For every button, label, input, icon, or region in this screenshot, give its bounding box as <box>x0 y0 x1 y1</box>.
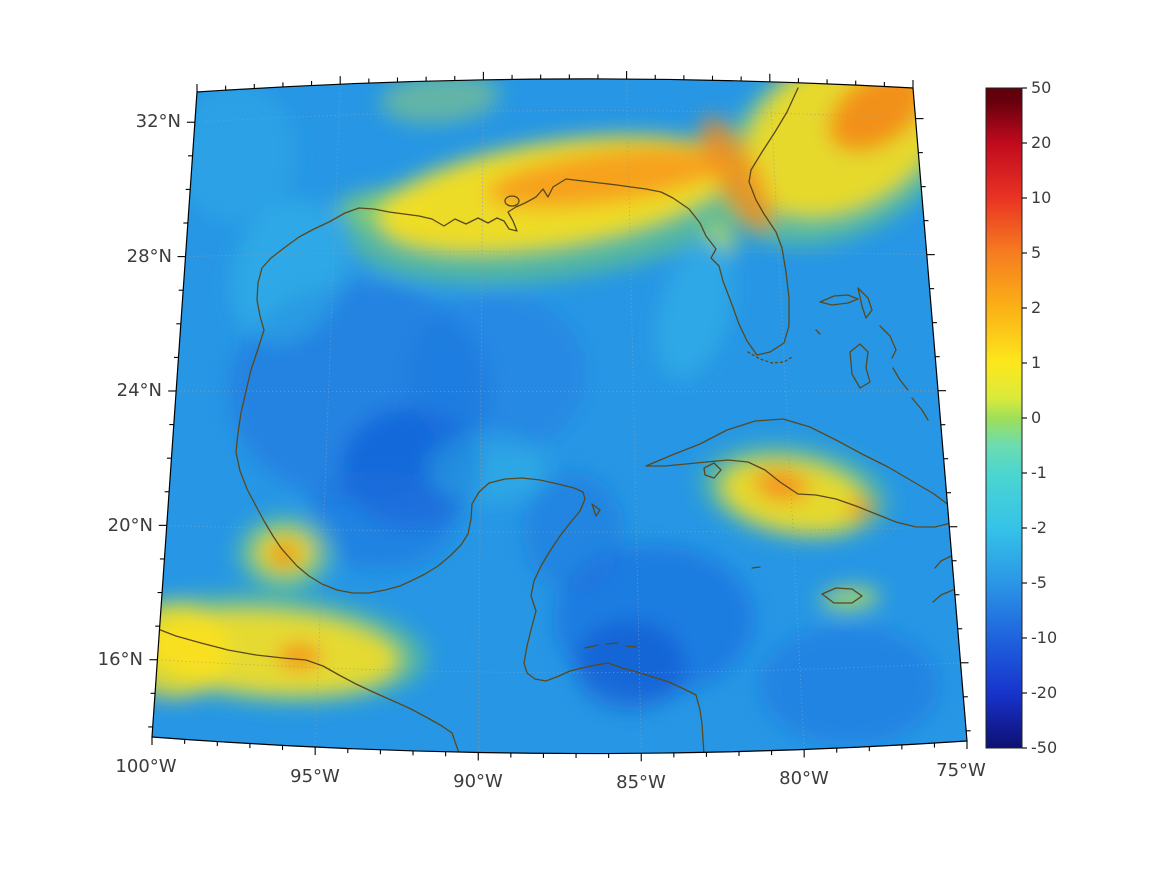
lon-tick-label-100w: 100°W <box>115 756 177 777</box>
coastlines <box>152 87 959 754</box>
lon-tick-label-95w: 95°W <box>290 766 340 787</box>
cbar-tick-label-m2: -2 <box>1031 518 1047 537</box>
cbar-tick-label-m20: -20 <box>1031 683 1058 702</box>
cbar-tick-label-2: 2 <box>1031 298 1042 317</box>
cbar-tick-label-10: 10 <box>1031 188 1052 207</box>
lon-tick-label-75w: 75°W <box>936 760 986 781</box>
lon-tick-label-80w: 80°W <box>779 768 829 789</box>
heatmap-field <box>152 78 967 754</box>
coastline-florida-keys <box>747 351 793 364</box>
coastline-north-america-gulf <box>235 87 799 754</box>
coastline-small-islands <box>584 462 954 649</box>
coastline-bahamas <box>815 287 929 421</box>
cbar-tick-label-m50: -50 <box>1031 738 1058 757</box>
heatmap-hotspots <box>152 78 967 746</box>
map-border-ticks <box>148 71 971 762</box>
colorbar-gradient-bar <box>985 87 1023 749</box>
cbar-tick-label-50: 50 <box>1031 78 1052 97</box>
cbar-tick-label-1: 1 <box>1031 353 1042 372</box>
graticule-grid <box>157 80 961 752</box>
lat-tick-label-16n: 16°N <box>97 649 143 670</box>
lat-tick-label-32n: 32°N <box>135 111 181 132</box>
lon-tick-label-90w: 90°W <box>453 771 503 792</box>
lat-tick-label-24n: 24°N <box>116 380 162 401</box>
cbar-tick-label-5: 5 <box>1031 243 1042 262</box>
cbar-tick-label-m1: -1 <box>1031 463 1047 482</box>
cbar-tick-label-m5: -5 <box>1031 573 1047 592</box>
colorbar <box>985 87 1027 749</box>
coastline-pacific-central-america <box>152 625 461 754</box>
lake-pontchartrain-outline <box>504 195 520 207</box>
lat-tick-label-28n: 28°N <box>126 246 172 267</box>
coastline-cuba <box>645 418 959 528</box>
map-border <box>151 78 968 755</box>
cbar-tick-label-20: 20 <box>1031 133 1052 152</box>
cbar-tick-label-m10: -10 <box>1031 628 1058 647</box>
colorbar-ticks <box>1022 87 1027 749</box>
lat-tick-label-20n: 20°N <box>107 515 153 536</box>
cbar-tick-label-0: 0 <box>1031 408 1042 427</box>
lon-tick-label-85w: 85°W <box>616 772 666 793</box>
